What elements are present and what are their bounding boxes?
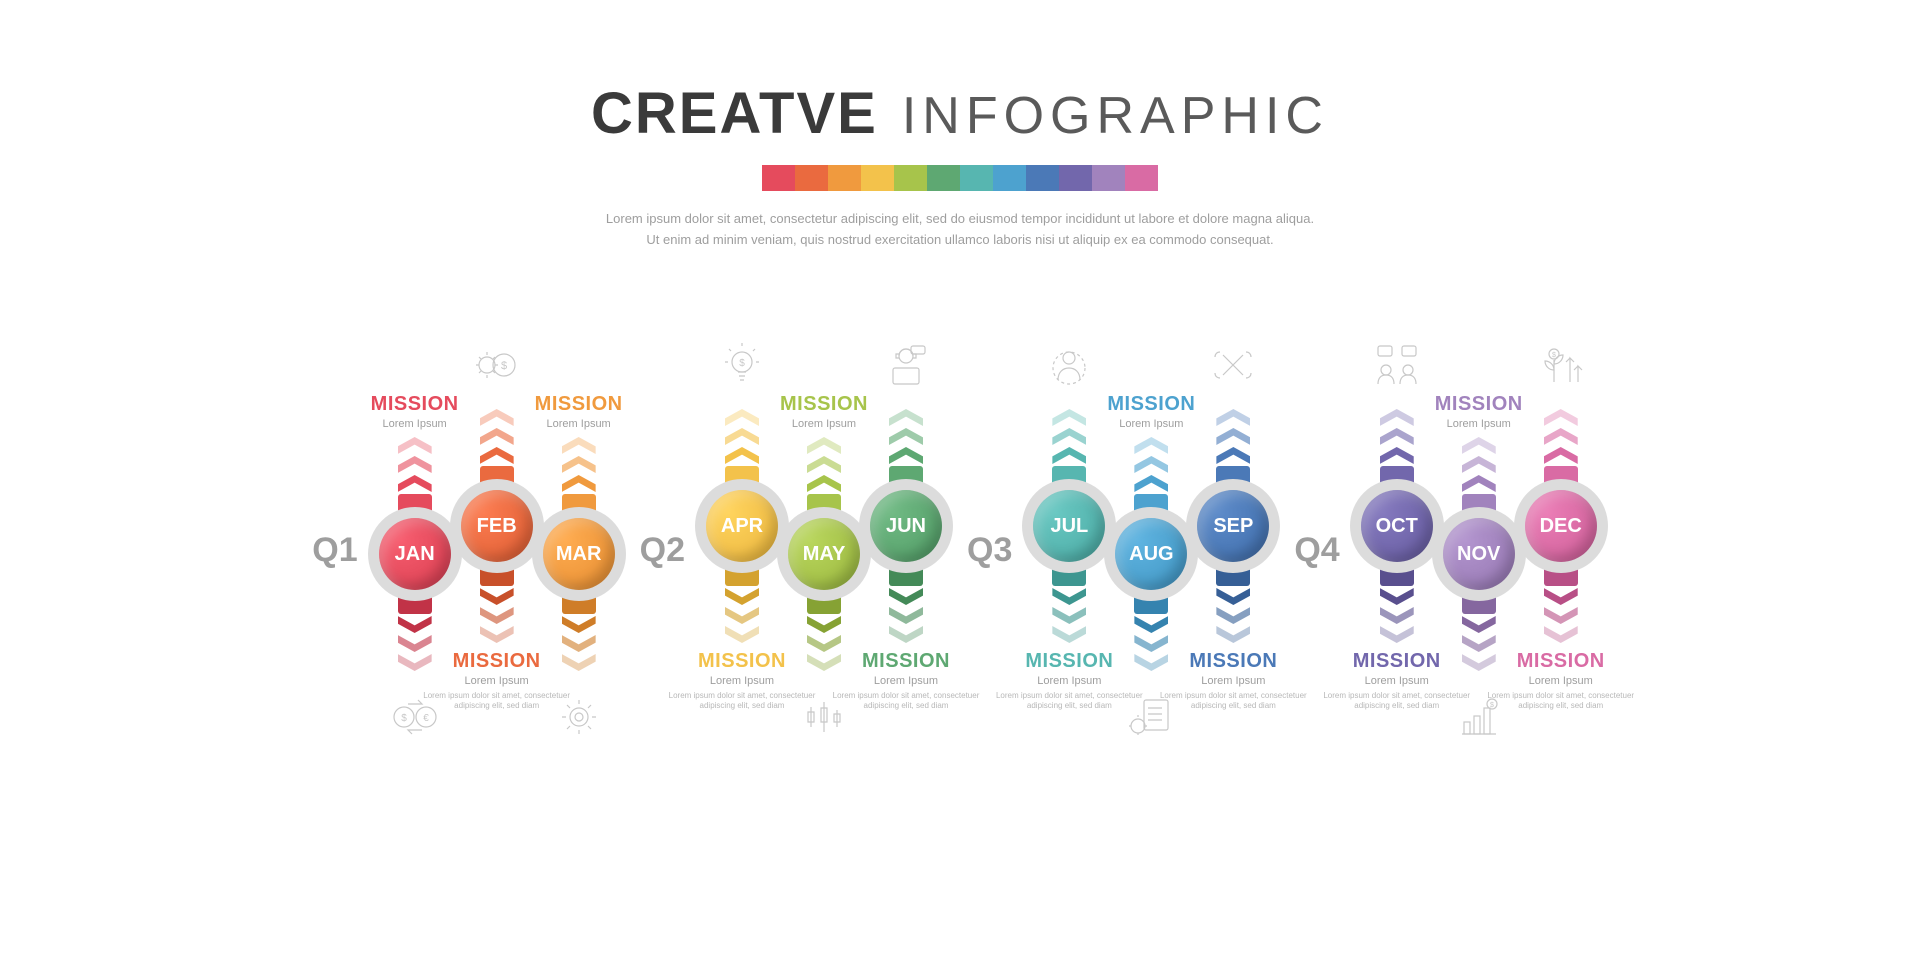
support-icon xyxy=(881,340,931,390)
bulb-icon xyxy=(717,340,767,390)
month-ring: AUG xyxy=(1104,507,1198,601)
people-chat-icon xyxy=(1372,340,1422,390)
header: CREATVE INFOGRAPHIC Lorem ipsum dolor si… xyxy=(0,0,1920,251)
month-dot: NOV xyxy=(1443,518,1515,590)
month-dot: SEP xyxy=(1197,490,1269,562)
mission-title: MISSION xyxy=(504,393,654,416)
month-circle-wrap: APR xyxy=(695,479,789,573)
mission-block: MISSION Lorem Ipsum xyxy=(504,393,654,430)
mission-body: Lorem ipsum dolor sit amet, consectetuer… xyxy=(831,691,981,712)
months-row: JULMISSIONLorem IpsumLorem ipsum dolor s… xyxy=(1022,380,1280,700)
month-dot: JUL xyxy=(1033,490,1105,562)
month-ring: JUL xyxy=(1022,479,1116,573)
month-ring: NOV xyxy=(1432,507,1526,601)
mission-subtitle: Lorem Ipsum xyxy=(1158,675,1308,687)
header-subtitle: Lorem ipsum dolor sit amet, consectetur … xyxy=(600,209,1320,251)
mission-body: Lorem ipsum dolor sit amet, consectetuer… xyxy=(1158,691,1308,712)
month-ring: JUN xyxy=(859,479,953,573)
swatch-6 xyxy=(960,165,993,191)
month-dec: DECMISSIONLorem IpsumLorem ipsum dolor s… xyxy=(1514,380,1608,700)
month-dot: MAR xyxy=(543,518,615,590)
mission-block: MISSION Lorem Ipsum Lorem ipsum dolor sit … xyxy=(1158,650,1308,712)
months-row: APRMISSIONLorem IpsumLorem ipsum dolor s… xyxy=(695,380,953,700)
month-ring: JAN xyxy=(368,507,462,601)
month-dot: AUG xyxy=(1115,518,1187,590)
month-dot: FEB xyxy=(461,490,533,562)
infographic-page: CREATVE INFOGRAPHIC Lorem ipsum dolor si… xyxy=(0,0,1920,961)
month-circle-wrap: SEP xyxy=(1186,479,1280,573)
swatch-9 xyxy=(1059,165,1092,191)
month-circle-wrap: FEB xyxy=(450,479,544,573)
months-row: OCTMISSIONLorem IpsumLorem ipsum dolor s… xyxy=(1350,380,1608,700)
month-sep: SEPMISSIONLorem IpsumLorem ipsum dolor s… xyxy=(1186,380,1280,700)
mission-block: MISSION Lorem Ipsum Lorem ipsum dolor sit … xyxy=(1486,650,1636,712)
plant-growth-icon xyxy=(1536,340,1586,390)
quarter-q1: Q1 JANMISSIONLorem IpsumFEBMISSIONLorem I… xyxy=(312,380,625,700)
color-swatch-row xyxy=(0,165,1920,191)
mission-title: MISSION xyxy=(1486,650,1636,673)
timeline: Q1JANMISSIONLorem IpsumFEBMISSIONLorem I… xyxy=(312,380,1607,700)
month-ring: MAR xyxy=(532,507,626,601)
quarter-q2: Q2 APRMISSIONLorem IpsumLorem ipsum dolor… xyxy=(640,380,953,700)
month-circle-wrap: OCT xyxy=(1350,479,1444,573)
month-ring: OCT xyxy=(1350,479,1444,573)
mission-title: MISSION xyxy=(1158,650,1308,673)
month-ring: DEC xyxy=(1514,479,1608,573)
mission-subtitle: Lorem Ipsum xyxy=(504,418,654,430)
swatch-3 xyxy=(861,165,894,191)
month-ring: APR xyxy=(695,479,789,573)
mission-subtitle: Lorem Ipsum xyxy=(1486,675,1636,687)
month-circle-wrap: JUN xyxy=(859,479,953,573)
month-circle-wrap: DEC xyxy=(1514,479,1608,573)
quarter-label: Q2 xyxy=(640,531,685,570)
swatch-4 xyxy=(894,165,927,191)
quarter-label: Q4 xyxy=(1294,531,1339,570)
title-row: CREATVE INFOGRAPHIC xyxy=(591,80,1329,147)
swatch-10 xyxy=(1092,165,1125,191)
quarter-q3: Q3 JULMISSIONLorem IpsumLorem ipsum dolor… xyxy=(967,380,1280,700)
swatch-8 xyxy=(1026,165,1059,191)
hands-icon xyxy=(1208,340,1258,390)
month-circle-wrap: AUG xyxy=(1104,507,1198,601)
month-dot: JAN xyxy=(379,518,451,590)
month-ring: MAY xyxy=(777,507,871,601)
title-bold: CREATVE xyxy=(591,80,878,147)
mission-title: MISSION xyxy=(831,650,981,673)
subtitle-line-1: Lorem ipsum dolor sit amet, consectetur … xyxy=(600,209,1320,230)
month-dot: OCT xyxy=(1361,490,1433,562)
swatch-11 xyxy=(1125,165,1158,191)
month-circle-wrap: MAR xyxy=(532,507,626,601)
quarter-label: Q1 xyxy=(312,531,357,570)
money-gear-icon xyxy=(472,340,522,390)
month-circle-wrap: JUL xyxy=(1022,479,1116,573)
month-jun: JUNMISSIONLorem IpsumLorem ipsum dolor s… xyxy=(859,380,953,700)
swatch-7 xyxy=(993,165,1026,191)
title-light: INFOGRAPHIC xyxy=(902,86,1329,146)
month-dot: MAY xyxy=(788,518,860,590)
month-circle-wrap: NOV xyxy=(1432,507,1526,601)
subtitle-line-2: Ut enim ad minim veniam, quis nostrud ex… xyxy=(600,230,1320,251)
gear-icon xyxy=(554,692,604,742)
month-ring: SEP xyxy=(1186,479,1280,573)
mission-body: Lorem ipsum dolor sit amet, consectetuer… xyxy=(1486,691,1636,712)
month-circle-wrap: JAN xyxy=(368,507,462,601)
month-dot: DEC xyxy=(1525,490,1597,562)
month-ring: FEB xyxy=(450,479,544,573)
swatch-0 xyxy=(762,165,795,191)
user-target-icon xyxy=(1044,340,1094,390)
month-mar: MARMISSIONLorem Ipsum xyxy=(532,380,626,700)
months-row: JANMISSIONLorem IpsumFEBMISSIONLorem Ips… xyxy=(368,380,626,700)
swatch-2 xyxy=(828,165,861,191)
month-circle-wrap: MAY xyxy=(777,507,871,601)
swatch-1 xyxy=(795,165,828,191)
quarter-label: Q3 xyxy=(967,531,1012,570)
mission-subtitle: Lorem Ipsum xyxy=(831,675,981,687)
swatch-5 xyxy=(927,165,960,191)
month-dot: APR xyxy=(706,490,778,562)
timeline-wrap: Q1JANMISSIONLorem IpsumFEBMISSIONLorem I… xyxy=(0,380,1920,860)
month-dot: JUN xyxy=(870,490,942,562)
mission-block: MISSION Lorem Ipsum Lorem ipsum dolor sit … xyxy=(831,650,981,712)
quarter-q4: Q4 OCTMISSIONLorem IpsumLorem ipsum dolor… xyxy=(1294,380,1607,700)
